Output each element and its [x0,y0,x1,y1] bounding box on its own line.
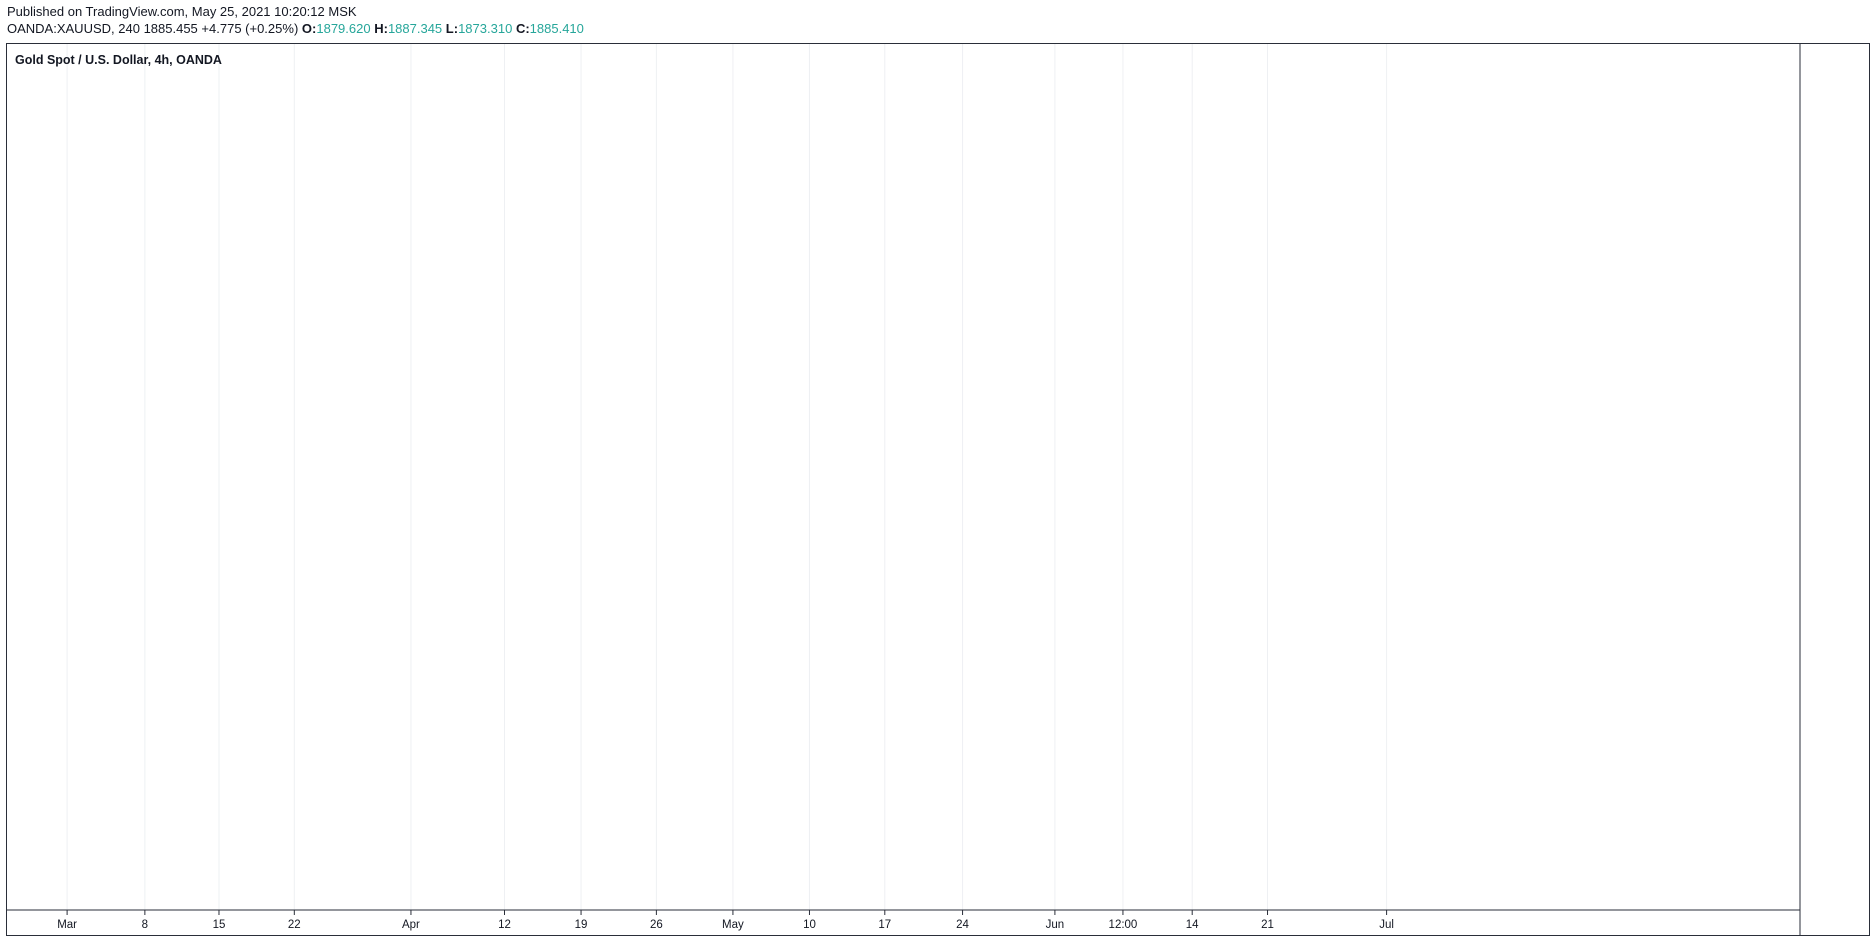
ohlc-line: OANDA:XAUUSD, 240 1885.455 +4.775 (+0.25… [7,21,584,37]
symbol-label: OANDA:XAUUSD, 240 [7,21,140,36]
change-label: +4.775 (+0.25%) [201,21,299,36]
high-label: H: [374,21,388,36]
time-axis-label: May [722,919,744,931]
close-value: 1885.410 [529,21,584,36]
open-value: 1879.620 [316,21,371,36]
grid [66,44,1388,910]
time-axis-label: Jun [1046,919,1065,931]
time-axis-label: 14 [1186,919,1199,931]
time-axis-label: 26 [650,919,663,931]
time-axis-label: 10 [803,919,816,931]
last-price-label: 1885.455 [143,21,198,36]
time-axis-label: 17 [878,919,891,931]
time-axis-label: 22 [288,919,301,931]
time-axis-label: 12:00 [1109,919,1138,931]
time-axis-label: 8 [142,919,148,931]
time-axis-label: 15 [213,919,226,931]
high-value: 1887.345 [387,21,443,36]
low-value: 1873.310 [458,21,513,36]
published-line: Published on TradingView.com, May 25, 20… [7,4,357,19]
open-label: O: [301,21,317,36]
chart-frame[interactable] [6,43,1870,936]
time-axis-label: 24 [956,919,969,931]
time-axis-label: 19 [575,919,588,931]
low-label: L: [445,21,459,36]
close-label: C: [515,21,530,36]
time-axis-label: Jul [1379,919,1394,931]
time-axis-label: Mar [57,919,77,931]
time-axis-label: 21 [1261,919,1274,931]
time-axis-label: Apr [402,919,420,931]
chart-title: Gold Spot / U.S. Dollar, 4h, OANDA [15,53,222,67]
time-axis-label: 12 [498,919,511,931]
